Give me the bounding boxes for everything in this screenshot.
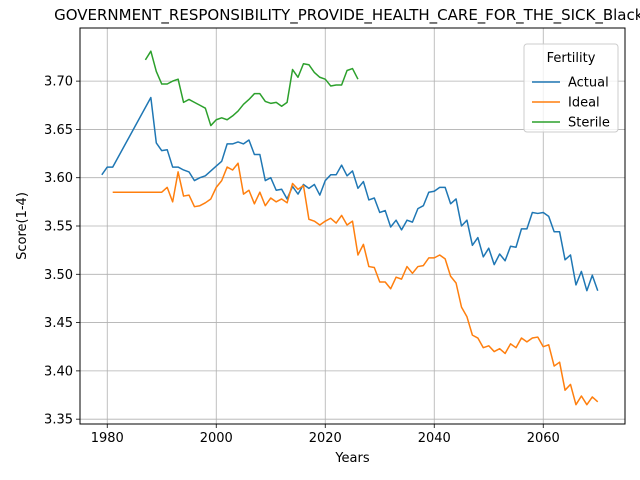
x-tick-label: 2040 xyxy=(418,431,451,446)
y-tick-label: 3.65 xyxy=(44,123,73,138)
legend-title: Fertility xyxy=(547,51,596,66)
y-tick-label: 3.35 xyxy=(44,413,73,428)
x-tick-label: 2060 xyxy=(527,431,560,446)
series-line-actual xyxy=(101,96,599,292)
legend: Fertility Actual Ideal Sterile xyxy=(523,43,619,133)
y-tick-label: 3.55 xyxy=(44,220,73,235)
y-tick-label: 3.45 xyxy=(44,316,73,331)
y-tick-label: 3.50 xyxy=(44,268,73,283)
y-tick-label: 3.70 xyxy=(44,75,73,90)
legend-label-ideal: Ideal xyxy=(568,96,600,111)
y-tick-label: 3.40 xyxy=(44,364,73,379)
series-line-ideal xyxy=(112,162,599,406)
chart-title: GOVERNMENT_RESPONSIBILITY_PROVIDE_HEALTH… xyxy=(54,6,640,25)
legend-box xyxy=(523,43,619,133)
x-tick-label: 1980 xyxy=(91,431,124,446)
x-tick-label: 2000 xyxy=(200,431,233,446)
legend-label-sterile: Sterile xyxy=(568,116,610,131)
grid xyxy=(80,28,625,424)
y-axis-label: Score(1-4) xyxy=(15,192,30,260)
axis-ticks: 1980 2000 2020 2040 2060 3.35 3.40 3.45 3.50 3.55… xyxy=(44,75,560,446)
legend-items: Actual Ideal Sterile xyxy=(532,76,610,131)
x-axis-label: Years xyxy=(334,451,370,466)
x-tick-label: 2020 xyxy=(309,431,342,446)
series-lines xyxy=(101,50,599,406)
y-tick-label: 3.60 xyxy=(44,171,73,186)
series-line-sterile xyxy=(144,50,359,127)
legend-label-actual: Actual xyxy=(568,76,609,91)
